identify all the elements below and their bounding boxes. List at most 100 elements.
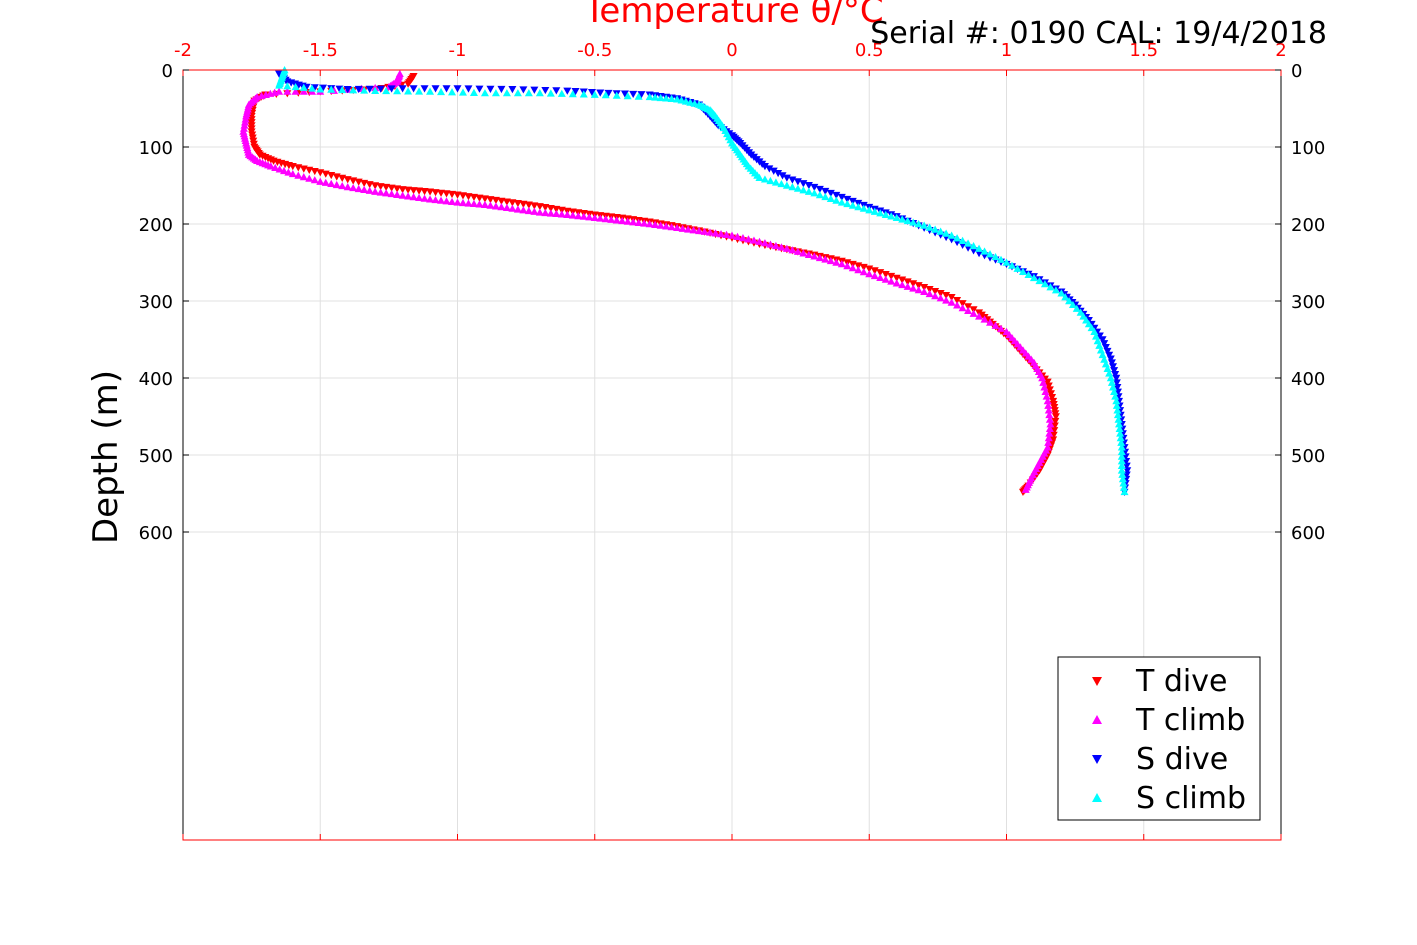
y-tick-label-left: 300 [139, 292, 173, 313]
data-point [942, 229, 951, 237]
data-point [810, 189, 819, 197]
data-point [848, 201, 857, 209]
data-point [508, 199, 517, 207]
data-point [480, 195, 489, 203]
data-point [376, 188, 385, 196]
data-point [1042, 392, 1051, 400]
data-point [788, 183, 797, 191]
data-point [241, 115, 250, 123]
data-point [338, 85, 347, 94]
data-point [931, 225, 940, 233]
data-point [881, 271, 890, 279]
data-point [458, 88, 467, 96]
x-tick-label: -1 [449, 40, 467, 61]
data-point [826, 194, 835, 202]
data-point [283, 82, 292, 90]
data-point [242, 112, 251, 120]
data-point [975, 244, 984, 252]
legend-marker [1092, 715, 1102, 724]
data-point [1115, 420, 1124, 428]
data-point [958, 304, 967, 312]
data-point [1046, 390, 1055, 398]
legend-marker [1092, 755, 1102, 764]
data-point [947, 231, 956, 239]
data-point [876, 269, 885, 277]
data-point [519, 200, 528, 208]
data-point [942, 296, 951, 304]
data-point [821, 255, 830, 263]
data-point [651, 93, 660, 101]
data-point [524, 201, 533, 209]
y-tick-label-right: 500 [1291, 446, 1325, 467]
data-point [777, 243, 786, 251]
data-point [299, 87, 308, 95]
data-point [986, 318, 995, 326]
data-point [1061, 293, 1070, 301]
data-point [1100, 340, 1109, 348]
data-point [1116, 434, 1125, 442]
data-point [327, 85, 336, 93]
data-point [343, 86, 352, 94]
data-point [656, 93, 665, 102]
chart-title: Temperature θ/°C [583, 0, 883, 31]
data-point [280, 166, 289, 175]
data-point [821, 192, 830, 201]
data-point [1018, 267, 1027, 275]
data-point [645, 220, 654, 228]
data-point [486, 201, 495, 209]
data-point [1046, 283, 1055, 291]
series-t-dive [247, 72, 1060, 496]
data-point [1106, 374, 1115, 382]
data-point [469, 199, 478, 208]
data-point [1039, 378, 1048, 386]
data-point [826, 189, 835, 198]
data-point [284, 168, 293, 176]
data-point [782, 244, 791, 252]
data-point [568, 90, 577, 98]
data-point [793, 184, 802, 192]
data-point [448, 88, 457, 96]
data-point [637, 91, 646, 99]
data-point [1109, 363, 1118, 371]
data-point [689, 226, 698, 234]
data-point [738, 234, 747, 242]
data-point [656, 221, 665, 229]
data-point [393, 190, 402, 198]
data-point [1111, 370, 1120, 379]
data-point [1112, 401, 1121, 409]
data-point [491, 196, 500, 205]
legend-label: S climb [1136, 781, 1246, 816]
data-point [1116, 429, 1125, 437]
data-point [755, 173, 764, 181]
data-point [1117, 438, 1126, 446]
data-point [964, 306, 973, 315]
data-point [508, 86, 517, 94]
data-point [420, 187, 429, 196]
data-point [327, 179, 336, 188]
data-point [343, 183, 352, 191]
data-point [958, 300, 967, 308]
data-point [799, 186, 808, 194]
data-point [1118, 475, 1127, 483]
data-point [299, 173, 308, 181]
data-point [365, 186, 374, 194]
data-point [1051, 417, 1060, 426]
data-point [453, 85, 462, 93]
data-point [305, 174, 314, 182]
data-point [557, 89, 566, 97]
data-point [393, 185, 402, 193]
data-point [1122, 462, 1131, 470]
data-point [1044, 438, 1053, 446]
data-point [640, 219, 649, 227]
data-point [667, 223, 676, 231]
x-tick-label: -0.5 [577, 40, 612, 61]
data-point [854, 203, 863, 211]
data-point [859, 268, 868, 276]
data-point [898, 276, 907, 284]
data-point [1049, 431, 1058, 439]
data-point [426, 188, 435, 196]
data-point [420, 194, 429, 202]
data-point [612, 91, 621, 99]
data-point [678, 224, 687, 232]
data-point [620, 90, 629, 98]
